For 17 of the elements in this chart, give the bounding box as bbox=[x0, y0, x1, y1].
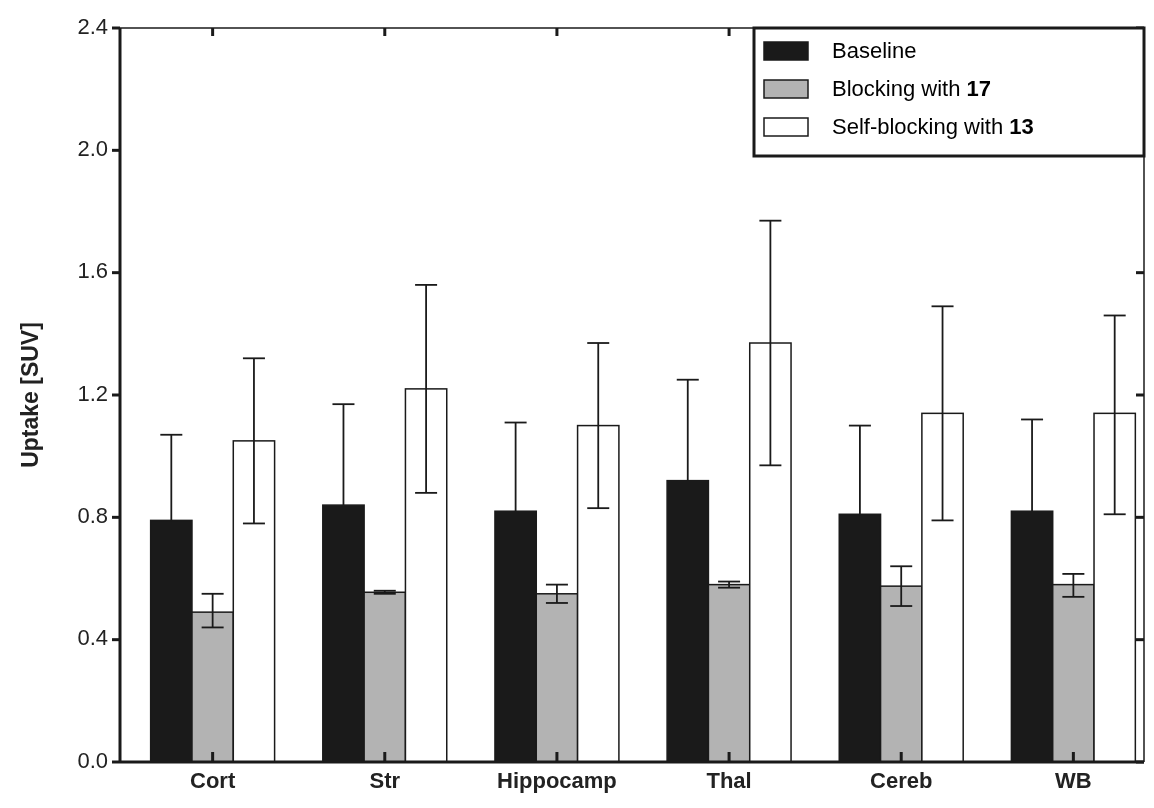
y-tick-label: 0.4 bbox=[77, 625, 108, 651]
x-tick-label: Cort bbox=[190, 768, 236, 793]
y-tick-label: 0.8 bbox=[77, 503, 108, 529]
x-tick-label: Hippocamp bbox=[497, 768, 617, 793]
legend-label: Blocking with 17 bbox=[832, 75, 991, 101]
y-tick-label: 2.4 bbox=[77, 13, 108, 39]
y-tick-label: 2.0 bbox=[77, 136, 108, 162]
y-tick-label: 1.6 bbox=[77, 258, 108, 284]
x-tick-label: WB bbox=[1055, 768, 1092, 793]
y-tick-label: 1.2 bbox=[77, 380, 108, 406]
legend-label: Self-blocking with 13 bbox=[832, 113, 1034, 139]
y-tick-label: 0.0 bbox=[77, 747, 108, 773]
y-axis-title: Uptake [SUV] bbox=[17, 322, 43, 468]
x-tick-label: Thal bbox=[706, 768, 752, 793]
x-tick-label: Cereb bbox=[870, 768, 933, 793]
legend-label: Baseline bbox=[832, 37, 917, 63]
x-tick-label: Str bbox=[369, 768, 401, 793]
